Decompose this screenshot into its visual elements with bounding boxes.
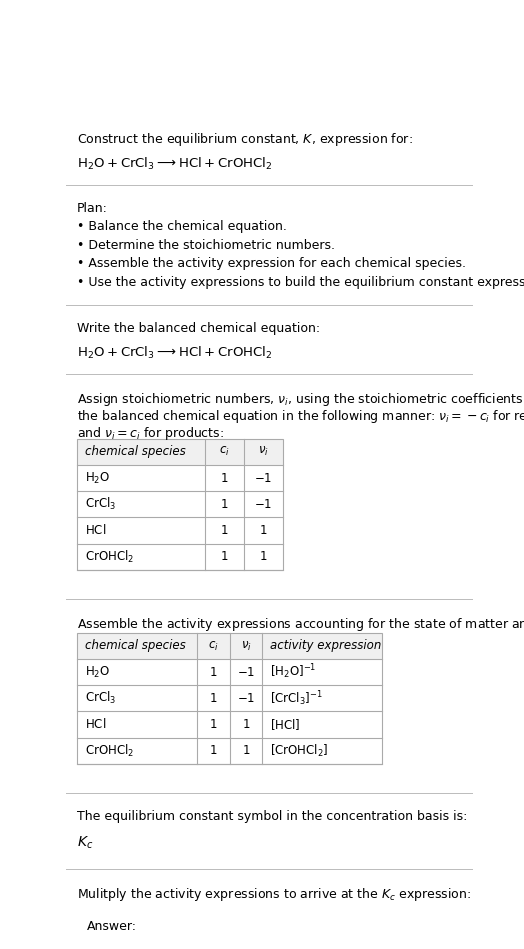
Text: $-1$: $-1$ [237, 692, 255, 705]
Text: Write the balanced chemical equation:: Write the balanced chemical equation: [77, 322, 320, 335]
Text: $K_c$: $K_c$ [77, 834, 93, 851]
Text: $\mathrm{CrCl_3}$: $\mathrm{CrCl_3}$ [85, 496, 116, 512]
Text: Assemble the activity expressions accounting for the state of matter and $\nu_i$: Assemble the activity expressions accoun… [77, 616, 524, 633]
Text: $\mathrm{H_2O + CrCl_3 \longrightarrow HCl + CrOHCl_2}$: $\mathrm{H_2O + CrCl_3 \longrightarrow H… [77, 156, 272, 172]
Text: $[\mathrm{HCl}]$: $[\mathrm{HCl}]$ [270, 717, 301, 732]
Text: $\mathrm{H_2O}$: $\mathrm{H_2O}$ [85, 471, 110, 486]
Text: the balanced chemical equation in the following manner: $\nu_i = -c_i$ for react: the balanced chemical equation in the fo… [77, 408, 524, 425]
Bar [77, 633, 383, 764]
FancyBboxPatch shape [72, 904, 462, 949]
Text: $\mathrm{CrOHCl_2}$: $\mathrm{CrOHCl_2}$ [85, 549, 134, 565]
Text: $\mathrm{CrCl_3}$: $\mathrm{CrCl_3}$ [85, 690, 116, 706]
Text: $\mathrm{CrOHCl_2}$: $\mathrm{CrOHCl_2}$ [85, 743, 134, 758]
Text: • Use the activity expressions to build the equilibrium constant expression.: • Use the activity expressions to build … [77, 275, 524, 288]
Text: $\mathrm{H_2O}$: $\mathrm{H_2O}$ [85, 664, 110, 679]
Text: • Balance the chemical equation.: • Balance the chemical equation. [77, 220, 287, 233]
Text: • Determine the stoichiometric numbers.: • Determine the stoichiometric numbers. [77, 238, 335, 251]
Text: 1: 1 [210, 692, 217, 705]
Text: $-1$: $-1$ [254, 498, 272, 511]
Text: activity expression: activity expression [270, 640, 381, 653]
Text: $[\mathrm{H_2O}]^{-1}$: $[\mathrm{H_2O}]^{-1}$ [270, 662, 316, 681]
Text: Plan:: Plan: [77, 201, 108, 214]
Text: $-1$: $-1$ [237, 665, 255, 679]
Text: Construct the equilibrium constant, $K$, expression for:: Construct the equilibrium constant, $K$,… [77, 131, 413, 148]
Text: Mulitply the activity expressions to arrive at the $K_c$ expression:: Mulitply the activity expressions to arr… [77, 886, 472, 903]
Text: $[\mathrm{CrCl_3}]^{-1}$: $[\mathrm{CrCl_3}]^{-1}$ [270, 689, 323, 708]
Text: $c_i$: $c_i$ [219, 445, 230, 458]
Text: $\nu_i$: $\nu_i$ [241, 640, 252, 653]
Text: $\mathrm{H_2O + CrCl_3 \longrightarrow HCl + CrOHCl_2}$: $\mathrm{H_2O + CrCl_3 \longrightarrow H… [77, 344, 272, 361]
Text: $c_i$: $c_i$ [208, 640, 219, 653]
Text: $-1$: $-1$ [254, 472, 272, 485]
Text: chemical species: chemical species [85, 445, 185, 458]
Text: $\nu_i$: $\nu_i$ [258, 445, 268, 458]
Text: 1: 1 [210, 744, 217, 757]
Text: 1: 1 [221, 472, 228, 485]
Text: 1: 1 [210, 665, 217, 679]
Text: $1$: $1$ [259, 550, 267, 563]
Text: 1: 1 [221, 550, 228, 563]
Text: Assign stoichiometric numbers, $\nu_i$, using the stoichiometric coefficients, $: Assign stoichiometric numbers, $\nu_i$, … [77, 391, 524, 408]
Text: $1$: $1$ [242, 744, 250, 757]
Bar [77, 633, 383, 659]
Text: 1: 1 [210, 718, 217, 731]
Text: $1$: $1$ [259, 524, 267, 537]
Text: $1$: $1$ [242, 718, 250, 731]
Text: $[\mathrm{CrOHCl_2}]$: $[\mathrm{CrOHCl_2}]$ [270, 743, 329, 758]
Text: and $\nu_i = c_i$ for products:: and $\nu_i = c_i$ for products: [77, 425, 224, 442]
Text: Answer:: Answer: [86, 921, 136, 933]
Text: The equilibrium constant symbol in the concentration basis is:: The equilibrium constant symbol in the c… [77, 809, 467, 823]
Text: 1: 1 [221, 524, 228, 537]
Text: $\mathrm{HCl}$: $\mathrm{HCl}$ [85, 524, 106, 537]
Bar [77, 438, 282, 465]
Text: • Assemble the activity expression for each chemical species.: • Assemble the activity expression for e… [77, 257, 466, 270]
Text: chemical species: chemical species [85, 640, 185, 653]
Bar [77, 438, 282, 569]
Text: 1: 1 [221, 498, 228, 511]
Text: $\mathrm{HCl}$: $\mathrm{HCl}$ [85, 717, 106, 732]
